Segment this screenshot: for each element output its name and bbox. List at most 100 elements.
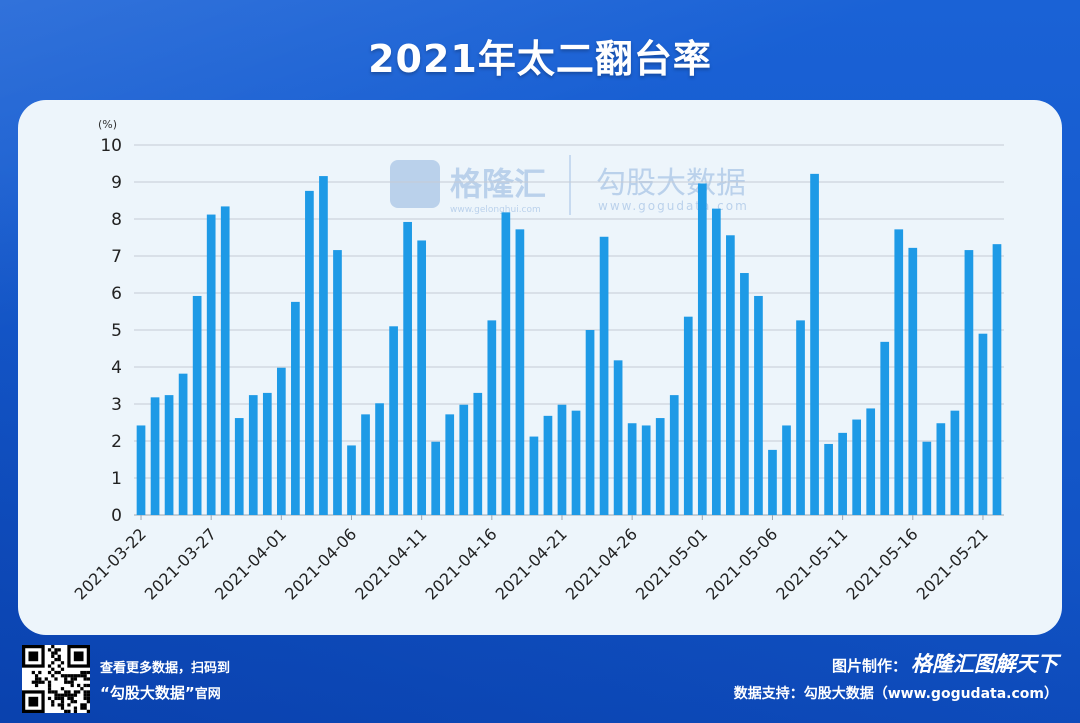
y-tick-label: 10 (100, 136, 122, 156)
bar (768, 449, 777, 515)
bar (908, 247, 918, 516)
bar (992, 244, 1002, 515)
bar (389, 326, 398, 515)
bar (136, 425, 146, 515)
x-tick-label: 2021-05-16 (842, 524, 921, 603)
x-tick-label: 2021-04-26 (562, 524, 641, 603)
chart-panel: 格隆汇 www.gelonghui.com 勾股大数据 www.gogudata… (18, 100, 1062, 635)
bar (810, 173, 819, 516)
watermark: 格隆汇 www.gelonghui.com 勾股大数据 www.gogudata… (390, 155, 749, 215)
bar (866, 408, 876, 515)
bar (319, 176, 328, 515)
bar (333, 250, 342, 515)
bar (922, 441, 932, 515)
bar (571, 410, 581, 515)
bar (557, 404, 567, 515)
bar (754, 295, 763, 515)
bar (627, 423, 637, 515)
bar (473, 392, 483, 515)
bar (936, 423, 946, 515)
x-tick-label: 2021-05-06 (702, 524, 781, 603)
watermark-brand-text: 勾股大数据 (596, 166, 746, 201)
y-axis-label: (%) (98, 118, 117, 131)
bar (726, 235, 735, 515)
x-tick-label: 2021-04-06 (281, 524, 360, 603)
bar (347, 445, 356, 515)
bar (262, 392, 272, 515)
bar (880, 341, 890, 515)
y-tick-label: 7 (111, 247, 122, 267)
bar (599, 236, 609, 515)
maker-label: 图片制作： (831, 657, 907, 675)
bar (641, 425, 651, 515)
bar (361, 414, 370, 515)
bar (515, 229, 525, 516)
watermark-brand-url: www.gogudata.com (598, 199, 749, 213)
bar (796, 320, 805, 515)
x-tick-label: 2021-05-11 (772, 524, 851, 603)
page-title: 2021年太二翻台率 (368, 37, 712, 81)
bar (150, 397, 160, 515)
y-tick-label: 5 (111, 321, 122, 341)
qr-caption-line1: 查看更多数据，扫码到 (100, 661, 231, 676)
bar (655, 418, 665, 515)
y-tick-label: 9 (111, 173, 122, 193)
bar (978, 333, 988, 515)
x-tick-label: 2021-05-21 (913, 524, 992, 603)
maker-line: 图片制作： 格隆汇图解天下 (734, 650, 1058, 680)
bar (711, 208, 721, 515)
bar (164, 395, 174, 515)
bar (669, 395, 679, 515)
bar-chart: 格隆汇 www.gelonghui.com 勾股大数据 www.gogudata… (71, 118, 1004, 604)
bar (206, 214, 216, 515)
y-tick-label: 4 (111, 358, 122, 378)
y-tick-label: 3 (111, 395, 122, 415)
bar (782, 425, 791, 515)
qr-caption-line2: “勾股大数据”官网 (100, 681, 230, 707)
y-tick-label: 6 (111, 284, 122, 304)
bar (543, 415, 553, 515)
bar (459, 404, 469, 515)
qr-section: 查看更多数据，扫码到 “勾股大数据”官网 (22, 645, 252, 715)
x-tick-label: 2021-04-11 (351, 524, 430, 603)
x-tick-label: 2021-04-21 (492, 524, 571, 603)
bar (950, 410, 960, 515)
source-line: 数据支持：勾股大数据（www.gogudata.com） (733, 686, 1058, 702)
bar (375, 403, 384, 515)
y-tick-label: 8 (111, 210, 122, 230)
qr-caption-brand: “勾股大数据” (100, 684, 195, 702)
bar (585, 330, 595, 515)
bar (529, 436, 539, 515)
bar (852, 419, 862, 515)
bar (403, 221, 412, 515)
bar (192, 295, 202, 515)
x-tick-label: 2021-04-16 (421, 524, 500, 603)
bar (894, 229, 904, 516)
bar (178, 373, 188, 515)
bar (501, 212, 511, 515)
bar (417, 240, 427, 515)
y-tick-label: 0 (111, 506, 122, 526)
bar (220, 206, 230, 516)
bar (697, 183, 707, 515)
bar (305, 190, 314, 515)
watermark-logo-url: www.gelonghui.com (450, 205, 541, 215)
bar (234, 418, 244, 515)
bar (613, 360, 623, 515)
bar (824, 443, 833, 515)
qr-caption: 查看更多数据，扫码到 “勾股大数据”官网 (100, 657, 230, 707)
qr-code[interactable] (22, 645, 90, 713)
bar (838, 432, 847, 515)
x-tick-label: 2021-04-01 (211, 524, 290, 603)
y-tick-label: 2 (111, 432, 122, 452)
x-tick-label: 2021-03-27 (141, 524, 220, 603)
bar (740, 273, 749, 515)
x-axis-ticks: 2021-03-222021-03-272021-04-012021-04-06… (71, 515, 992, 604)
credits: 图片制作： 格隆汇图解天下 数据支持：勾股大数据（www.gogudata.com… (734, 650, 1058, 708)
y-axis-ticks: 0 1 2 3 4 5 6 7 8 9 10 (100, 136, 122, 526)
bar (248, 395, 258, 515)
x-tick-label: 2021-03-22 (71, 524, 150, 603)
qr-code-icon (22, 645, 90, 713)
watermark-logo-icon (390, 160, 440, 208)
x-tick-label: 2021-05-01 (632, 524, 711, 603)
